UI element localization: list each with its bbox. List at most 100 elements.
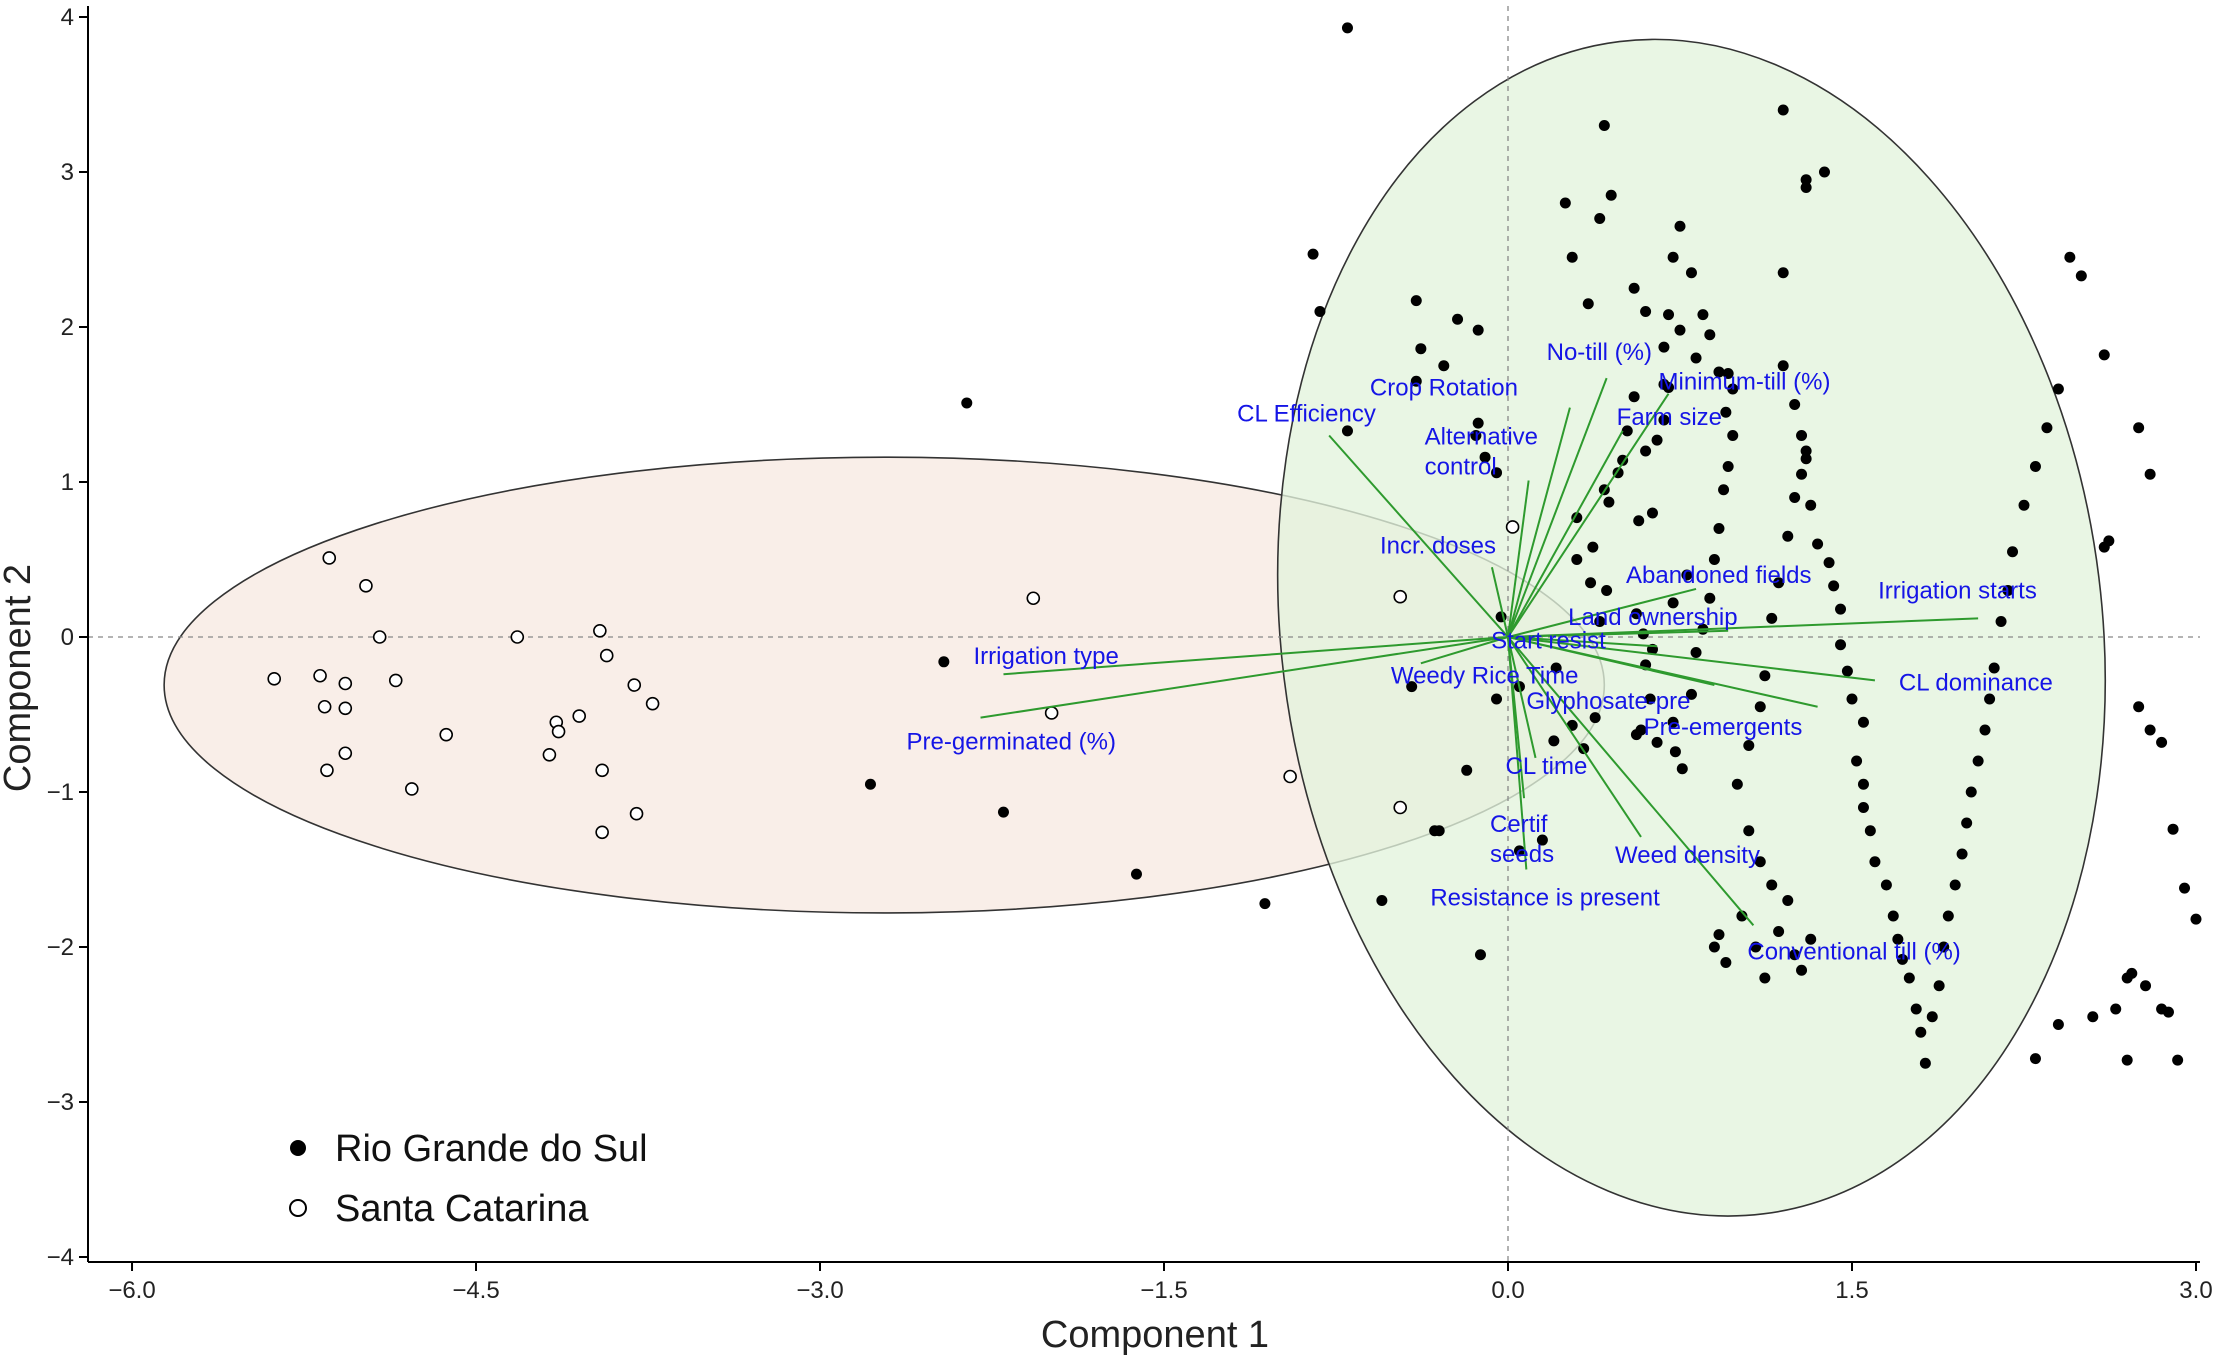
point-rio-grande-do-sul (1805, 933, 1817, 945)
point-rio-grande-do-sul (2110, 1003, 2122, 1015)
point-santa-catarina (338, 676, 353, 691)
point-rio-grande-do-sul (1812, 538, 1824, 550)
point-rio-grande-do-sul (1857, 802, 1869, 813)
point-rio-grande-do-sul (1805, 499, 1817, 511)
point-rio-grande-do-sul (1566, 251, 1578, 263)
vector-label-conventional-till: Conventional till (%) (1747, 938, 1960, 965)
point-rio-grande-do-sul (1972, 755, 1984, 767)
x-axis-title: Component 1 (1041, 1314, 1269, 1356)
point-rio-grande-do-sul (1461, 764, 1473, 776)
point-santa-catarina (1044, 706, 1059, 720)
vector-label-pre-germinated: Pre-germinated (%) (907, 729, 1116, 756)
vector-label-line: control (1425, 453, 1497, 480)
point-rio-grande-do-sul (2041, 422, 2053, 434)
point-rio-grande-do-sul (1630, 608, 1642, 620)
point-rio-grande-do-sul (1674, 324, 1686, 336)
point-santa-catarina (1393, 800, 1408, 815)
point-rio-grande-do-sul (1470, 430, 1482, 441)
point-rio-grande-do-sul (1548, 735, 1560, 747)
point-rio-grande-do-sul (1892, 933, 1904, 945)
point-rio-grande-do-sul (2018, 499, 2030, 511)
point-rio-grande-do-sul (1690, 352, 1702, 364)
point-rio-grande-do-sul (1942, 910, 1954, 922)
point-rio-grande-do-sul (1956, 848, 1968, 860)
vector-cl-efficiency (1328, 434, 1509, 638)
vector-label-minimum-till: Minimum-till (%) (1659, 369, 1831, 396)
point-rio-grande-do-sul (1777, 267, 1789, 279)
point-rio-grande-do-sul (1479, 451, 1491, 463)
point-rio-grande-do-sul (1777, 360, 1789, 372)
point-rio-grande-do-sul (997, 806, 1009, 818)
point-rio-grande-do-sul (1896, 953, 1908, 965)
vector-conventional-till (1507, 636, 1755, 926)
point-rio-grande-do-sul (1736, 910, 1748, 922)
point-rio-grande-do-sul (1979, 724, 1991, 736)
loading-vectors (980, 377, 1979, 926)
point-rio-grande-do-sul (2179, 882, 2191, 894)
point-rio-grande-do-sul (2162, 1006, 2174, 1018)
point-rio-grande-do-sul (1559, 197, 1571, 209)
point-rio-grande-do-sul (1841, 665, 1853, 677)
group-ellipses (163, 38, 2107, 1217)
point-santa-catarina (593, 623, 607, 638)
point-rio-grande-do-sul (1926, 1011, 1938, 1023)
vector-minimum-till (1507, 393, 1670, 638)
point-rio-grande-do-sul (1406, 681, 1418, 693)
point-rio-grande-do-sul (1472, 417, 1484, 429)
point-santa-catarina (320, 763, 334, 778)
vector-label-glyphosate-pre: Glyphosate-pre (1526, 688, 1690, 715)
point-rio-grande-do-sul (2144, 724, 2156, 736)
vector-farm-size (1507, 430, 1624, 638)
point-rio-grande-do-sul (2126, 967, 2138, 979)
point-rio-grande-do-sul (1933, 980, 1945, 992)
point-rio-grande-do-sul (1630, 729, 1642, 741)
vector-label-cl-time: CL time (1506, 753, 1588, 780)
point-rio-grande-do-sul (1341, 425, 1353, 437)
point-rio-grande-do-sul (1658, 378, 1670, 390)
point-santa-catarina (338, 746, 353, 761)
point-rio-grande-do-sul (1307, 248, 1319, 260)
point-rio-grande-do-sul (1640, 306, 1652, 317)
vector-weed-density (1507, 636, 1642, 838)
point-santa-catarina (542, 747, 557, 762)
point-rio-grande-do-sul (1773, 926, 1785, 937)
point-rio-grande-do-sul (1818, 166, 1830, 178)
vector-label-pre-emergents: Pre-emergents (1644, 714, 1803, 741)
x-tick-label: −1.5 (1140, 1277, 1187, 1304)
point-rio-grande-do-sul (1605, 189, 1617, 201)
y-tick-label: −4 (47, 1244, 74, 1271)
point-santa-catarina (372, 630, 387, 644)
point-santa-catarina (322, 551, 337, 565)
point-rio-grande-do-sul (1628, 282, 1640, 294)
point-santa-catarina (1393, 589, 1408, 604)
ellipse-rio-grande-do-sul (1276, 38, 2107, 1217)
point-rio-grande-do-sul (1903, 972, 1915, 984)
vector-label-abandoned-fields: Abandoned fields (1626, 562, 1811, 589)
point-rio-grande-do-sul (1949, 879, 1961, 891)
point-rio-grande-do-sul (1452, 313, 1464, 325)
point-rio-grande-do-sul (1697, 309, 1709, 321)
point-rio-grande-do-sul (2133, 422, 2145, 434)
point-rio-grande-do-sul (1674, 220, 1686, 232)
point-rio-grande-do-sul (1828, 580, 1840, 592)
point-rio-grande-do-sul (1915, 1026, 1927, 1038)
point-rio-grande-do-sul (1667, 597, 1679, 609)
point-rio-grande-do-sul (1965, 786, 1977, 798)
point-rio-grande-do-sul (2007, 546, 2019, 558)
point-rio-grande-do-sul (1663, 309, 1675, 321)
vector-label-line: Certif (1490, 811, 1548, 838)
vector-label-start-resist: Start resist (1491, 627, 1606, 654)
point-rio-grande-do-sul (1720, 406, 1732, 418)
point-rio-grande-do-sul (1988, 662, 2000, 674)
point-rio-grande-do-sul (1603, 496, 1615, 508)
vector-pre-germinated (980, 636, 1509, 719)
point-rio-grande-do-sul (1585, 577, 1597, 589)
x-tick-label: 1.5 (1835, 1277, 1868, 1304)
vector-label-crop-rotation: Crop Rotation (1370, 375, 1518, 402)
point-rio-grande-do-sul (1571, 554, 1583, 565)
point-rio-grande-do-sul (1582, 298, 1594, 310)
point-rio-grande-do-sul (2087, 1011, 2099, 1023)
y-tick-label: 4 (61, 4, 74, 31)
vector-label-irrigation-starts: Irrigation starts (1878, 577, 2037, 604)
point-rio-grande-do-sul (2052, 383, 2064, 395)
